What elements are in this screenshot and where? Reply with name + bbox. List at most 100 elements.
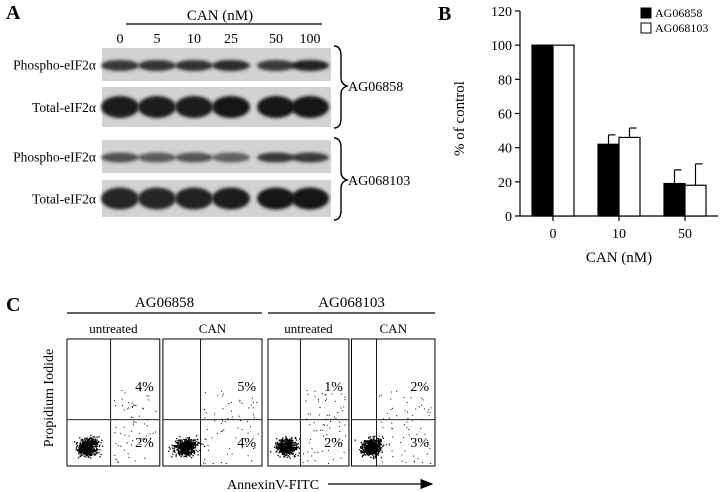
blot-band <box>101 187 139 210</box>
blot-band <box>138 96 176 118</box>
blot-band <box>257 60 295 71</box>
condition-label: untreated <box>284 321 333 336</box>
dose-label: 10 <box>187 32 201 47</box>
bar <box>663 182 686 217</box>
blot-band <box>101 152 139 163</box>
quadrant-upper-right-value: 1% <box>324 380 343 395</box>
condition-label: CAN <box>199 321 227 336</box>
legend-label: AG068103 <box>655 21 708 35</box>
blot-band <box>212 152 250 163</box>
condition-label: untreated <box>89 321 138 336</box>
flow-y-axis-label: Propidium Iodide <box>42 349 57 447</box>
x-tick-label: 10 <box>612 227 626 242</box>
y-tick-label: 0 <box>505 210 512 225</box>
event-dots <box>168 390 259 464</box>
panel-b: B 0 20 40 60 80 100 120 0 10 50 AG06858AG068103 … <box>438 3 718 266</box>
y-tick-label: 60 <box>498 108 512 123</box>
blot-row <box>101 87 331 127</box>
brace-ag068103 <box>333 137 350 221</box>
panel-a: A CAN (nM) 0 5 10 25 50 100 Phospho-eIF2α Tota… <box>6 2 410 221</box>
quadrant-lower-right-value: 3% <box>410 436 429 451</box>
blot-band <box>175 152 213 163</box>
dose-header: CAN (nM) <box>187 8 253 24</box>
dose-label: 50 <box>269 32 283 47</box>
blot-band <box>138 187 176 210</box>
blot-band <box>291 60 329 71</box>
blot-band <box>101 96 139 118</box>
blot-band <box>175 187 213 210</box>
blot-band <box>101 60 139 71</box>
brace-ag06858 <box>333 45 350 129</box>
quadrant-lower-right-value: 2% <box>324 436 343 451</box>
flow-headers: AG06858 untreated CAN AG068103 untreated CAN <box>67 295 435 336</box>
flow-plot: 1% 2% <box>267 338 350 467</box>
legend-swatch <box>640 22 652 34</box>
row-label: Total-eIF2α <box>32 100 96 115</box>
cell-line-label-1: AG06858 <box>348 80 403 95</box>
blot-row <box>101 48 331 81</box>
group-name: AG068103 <box>318 295 385 311</box>
event-dots <box>270 389 346 464</box>
flow-plot-frame <box>162 338 263 467</box>
bar <box>552 44 575 217</box>
row-label: Phospho-eIF2α <box>13 150 96 165</box>
quadrant-lower-right-value: 4% <box>237 436 256 451</box>
dose-label: 5 <box>154 32 161 47</box>
y-ticks: 0 20 40 60 80 100 120 <box>491 5 520 225</box>
panel-c: C AG06858 untreated CAN AG068103 untreated CA… <box>6 294 436 492</box>
bars <box>531 44 707 217</box>
panel-b-label: B <box>438 3 451 25</box>
flow-x-axis-label: AnnexinV-FITC <box>227 478 319 492</box>
group-name: AG06858 <box>135 295 194 311</box>
cell-line-label-2: AG068103 <box>348 174 410 189</box>
bar <box>684 184 707 217</box>
row-label: Total-eIF2α <box>32 192 96 207</box>
dose-labels: 0 5 10 25 50 100 <box>117 32 321 47</box>
blot-band <box>291 152 329 163</box>
quadrant-upper-right-value: 2% <box>410 380 429 395</box>
blot-band <box>291 96 329 118</box>
y-tick-label: 80 <box>498 73 512 88</box>
x-ticks: 0 10 50 <box>550 216 692 242</box>
flow-plot: 4% 2% <box>66 338 161 467</box>
blot-band <box>257 96 295 118</box>
blot-row <box>101 140 331 173</box>
legend-swatch <box>640 7 652 19</box>
x-tick-label: 50 <box>678 227 692 242</box>
blot-band <box>212 187 250 210</box>
blot-row <box>101 180 331 217</box>
dose-label: 0 <box>117 32 124 47</box>
blot-band <box>291 187 329 210</box>
dose-label: 25 <box>224 32 238 47</box>
blot-band <box>212 96 250 118</box>
y-tick-label: 100 <box>491 39 512 54</box>
row-labels: Phospho-eIF2α Total-eIF2α Phospho-eIF2α Tot… <box>13 58 96 207</box>
bar <box>597 143 620 217</box>
x-tick-label: 0 <box>550 227 557 242</box>
y-tick-label: 40 <box>498 142 512 157</box>
bar <box>618 136 641 217</box>
event-dots <box>74 389 157 464</box>
quadrant-lower-right-value: 2% <box>135 436 154 451</box>
blot-band <box>175 60 213 71</box>
row-label: Phospho-eIF2α <box>13 58 96 73</box>
flow-plots: 4% 2% 5% 4% 1% 2% 2% 3% <box>66 338 436 467</box>
x-axis-label: CAN (nM) <box>586 250 652 266</box>
blot-band <box>138 152 176 163</box>
blot-band <box>138 60 176 71</box>
bar <box>531 44 554 217</box>
dose-label: 100 <box>300 32 321 47</box>
panel-c-label: C <box>6 294 20 316</box>
blot-band <box>257 187 295 210</box>
event-dots <box>354 390 432 464</box>
y-tick-label: 120 <box>491 5 512 20</box>
flow-plot: 2% 3% <box>351 338 436 467</box>
legend-label: AG06858 <box>655 6 702 20</box>
panel-a-label: A <box>6 2 21 24</box>
blot-band <box>257 152 295 163</box>
condition-label: CAN <box>380 321 408 336</box>
y-tick-label: 20 <box>498 176 512 191</box>
